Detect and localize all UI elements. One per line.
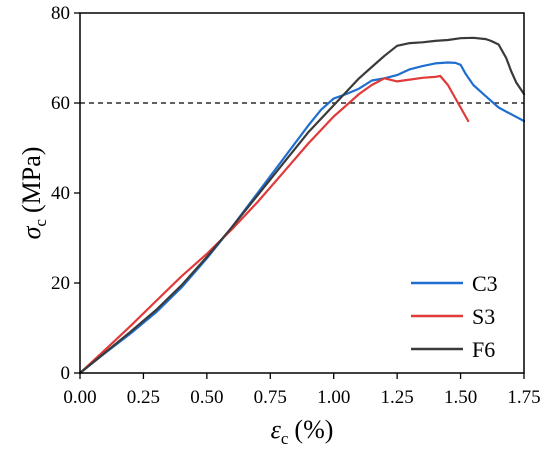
y-tick-label: 60 xyxy=(51,93,70,114)
legend-label-s3: S3 xyxy=(472,304,495,329)
y-axis-label-symbol: σ xyxy=(17,225,46,239)
x-tick-label: 1.50 xyxy=(444,387,477,408)
x-tick-label: 0.75 xyxy=(254,387,287,408)
series-line-c3 xyxy=(78,61,526,375)
series-layer xyxy=(78,36,526,375)
x-tick-label: 0.50 xyxy=(190,387,223,408)
x-tick-label: 1.25 xyxy=(381,387,414,408)
x-tick-label: 1.00 xyxy=(317,387,350,408)
x-tick-label: 1.75 xyxy=(507,387,540,408)
legend-label-f6: F6 xyxy=(472,337,495,362)
y-tick-label: 20 xyxy=(51,273,70,294)
y-axis-label-unit: (MPa) xyxy=(17,147,46,213)
series-line-f6 xyxy=(78,36,526,375)
legend-label-c3: C3 xyxy=(472,271,498,296)
axis-layer: 0.00 0.25 0.50 0.75 1.00 1.25 1.50 1.75 0 20 40 60 8… xyxy=(51,3,541,408)
x-axis-label-symbol: ε xyxy=(271,415,282,444)
x-axis-label: εc (%) xyxy=(271,415,334,448)
x-axis-label-subscript: c xyxy=(281,429,289,448)
x-tick-label: 0.25 xyxy=(127,387,160,408)
y-axis-label-subscript: c xyxy=(31,219,50,227)
legend: C3 S3 F6 xyxy=(411,271,498,362)
y-tick-label: 80 xyxy=(51,3,70,24)
x-axis-label-unit: (%) xyxy=(294,415,333,444)
y-axis-label: σc (MPa) xyxy=(17,147,50,240)
y-tick-label: 0 xyxy=(61,363,71,384)
series-line-s3 xyxy=(78,74,470,375)
y-tick-label: 40 xyxy=(51,183,70,204)
x-tick-label: 0.00 xyxy=(63,387,96,408)
